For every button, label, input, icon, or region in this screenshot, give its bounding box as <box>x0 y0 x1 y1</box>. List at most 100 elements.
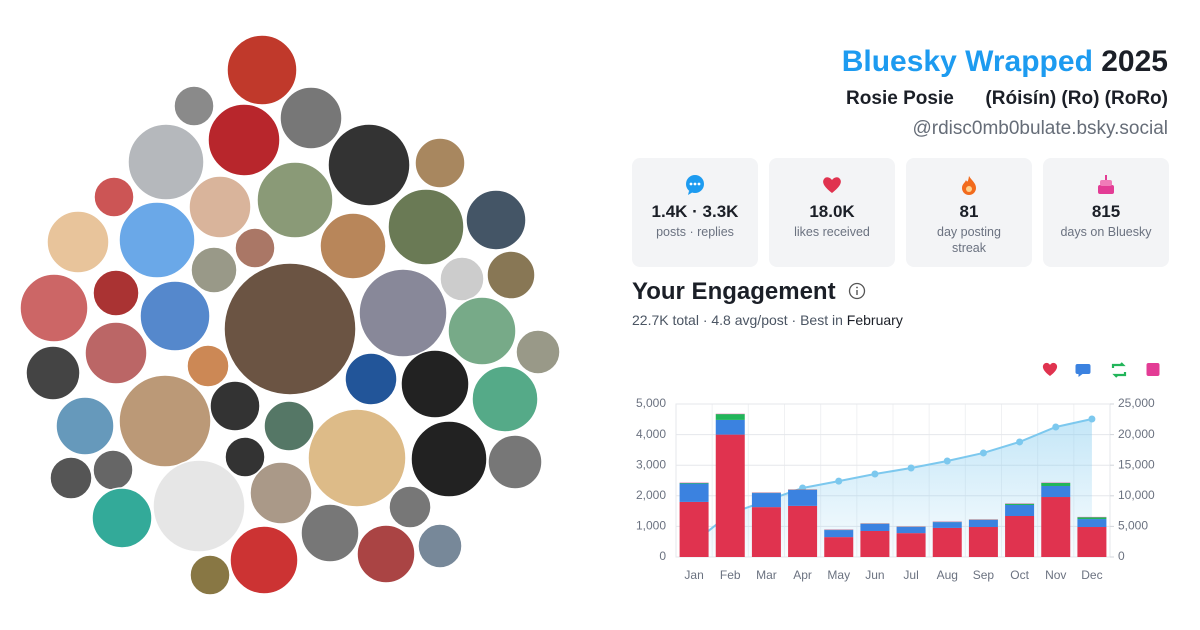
avatar <box>118 201 196 279</box>
line-point <box>1052 423 1060 431</box>
header: Bluesky Wrapped 2025 Rosie Posie (Róisín… <box>748 42 1168 144</box>
line-point <box>979 449 987 457</box>
bar-segment <box>824 530 854 538</box>
avatar <box>344 352 398 406</box>
avatar <box>263 400 315 452</box>
bar-segment <box>1077 527 1107 557</box>
legend-icon[interactable] <box>1146 363 1160 376</box>
stat-icon <box>686 175 704 195</box>
y-tick-label: 0 <box>659 549 666 563</box>
avatar <box>49 456 93 500</box>
avatar <box>487 434 543 490</box>
avatar <box>55 396 115 456</box>
x-tick-label: Nov <box>1045 568 1066 582</box>
bar-segment <box>896 533 926 557</box>
x-tick-label: Jul <box>903 568 918 582</box>
y2-tick-label: 20,000 <box>1118 427 1155 441</box>
stat-card: 815 days on Bluesky <box>1043 158 1169 267</box>
avatar <box>279 86 343 150</box>
avatar <box>307 408 407 508</box>
avatar <box>417 523 463 569</box>
bar-segment <box>860 523 890 531</box>
bar-segment <box>715 414 745 420</box>
stat-label: posts · replies <box>656 225 734 239</box>
bar-segment <box>1005 515 1035 557</box>
avatar <box>223 262 357 396</box>
x-tick-label: Dec <box>1081 568 1102 582</box>
avatar <box>84 321 148 385</box>
y2-tick-label: 25,000 <box>1118 396 1155 410</box>
bar-segment <box>824 537 854 557</box>
y-tick-label: 3,000 <box>636 457 666 471</box>
avatar <box>471 365 539 433</box>
x-tick-label: Apr <box>793 568 812 582</box>
stat-value: 18.0K <box>809 202 855 221</box>
avatar-cloud <box>19 34 561 596</box>
y-tick-label: 4,000 <box>636 427 666 441</box>
avatar <box>229 525 299 595</box>
legend-icon[interactable] <box>1042 362 1058 376</box>
bar-segment <box>1041 482 1071 487</box>
x-tick-label: Sep <box>973 568 995 582</box>
year: 2025 <box>1101 45 1168 78</box>
identity: Rosie Posie (Róisín) (Ro) (RoRo) @rdisc0… <box>748 84 1168 144</box>
engagement-chart: 0 1,000 2,000 3,000 4,000 5,000 0 5,000 10,000 15… <box>636 362 1160 582</box>
avatar <box>226 34 298 106</box>
bar-segment <box>788 505 818 557</box>
display-name: Rosie Posie (Róisín) (Ro) (RoRo) <box>846 88 1168 109</box>
best-month: February <box>846 312 903 328</box>
section-title: Your Engagement <box>632 278 836 305</box>
avatar <box>414 137 466 189</box>
y-tick-label: 1,000 <box>636 519 666 533</box>
avatar <box>465 189 527 251</box>
bar-segment <box>751 507 781 557</box>
avatar <box>19 273 89 343</box>
bar-segment <box>679 483 709 502</box>
bar-segment <box>968 519 998 528</box>
stat-value: 1.4K · 3.3K <box>651 202 739 221</box>
x-tick-label: Oct <box>1010 568 1029 582</box>
avatar <box>358 268 448 358</box>
avatar <box>186 344 230 388</box>
bar-segment <box>715 419 745 435</box>
avatar <box>91 487 153 549</box>
avatar <box>234 227 276 269</box>
avatar <box>127 123 205 201</box>
bar-segment <box>968 527 998 557</box>
bar-segment <box>932 522 962 528</box>
info-icon[interactable] <box>848 282 866 300</box>
bar-segment <box>679 501 709 557</box>
avatar <box>139 280 211 352</box>
avatar <box>400 349 470 419</box>
avatar <box>256 161 334 239</box>
avatar <box>173 85 215 127</box>
x-tick-label: Feb <box>720 568 741 582</box>
avatar <box>356 524 416 584</box>
y2-tick-label: 5,000 <box>1118 519 1148 533</box>
avatar <box>387 188 465 266</box>
title: Bluesky Wrapped 2025 <box>748 42 1168 82</box>
bar-segment <box>896 527 926 534</box>
line-point <box>871 470 879 478</box>
bar-segment <box>1041 497 1071 557</box>
legend-icon[interactable] <box>1075 364 1091 377</box>
y-tick-label: 5,000 <box>636 396 666 410</box>
x-tick-label: Aug <box>937 568 958 582</box>
bar-segment <box>788 489 818 506</box>
bar-segment <box>1005 503 1035 505</box>
bar-segment <box>679 482 709 484</box>
line-point <box>943 457 951 465</box>
avatar <box>486 250 536 300</box>
avatar <box>189 554 231 596</box>
stat-value: 815 <box>1091 202 1121 221</box>
stat-card: 1.4K · 3.3K posts · replies <box>632 158 758 267</box>
legend-icon[interactable] <box>1111 362 1127 378</box>
avatar <box>188 175 252 239</box>
x-tick-label: Jan <box>684 568 703 582</box>
avatar <box>388 485 432 529</box>
line-point <box>1016 438 1024 446</box>
handle[interactable]: @rdisc0mb0bulate.bsky.social <box>912 118 1169 139</box>
avatar <box>46 210 110 274</box>
bar-segment <box>1077 517 1107 520</box>
